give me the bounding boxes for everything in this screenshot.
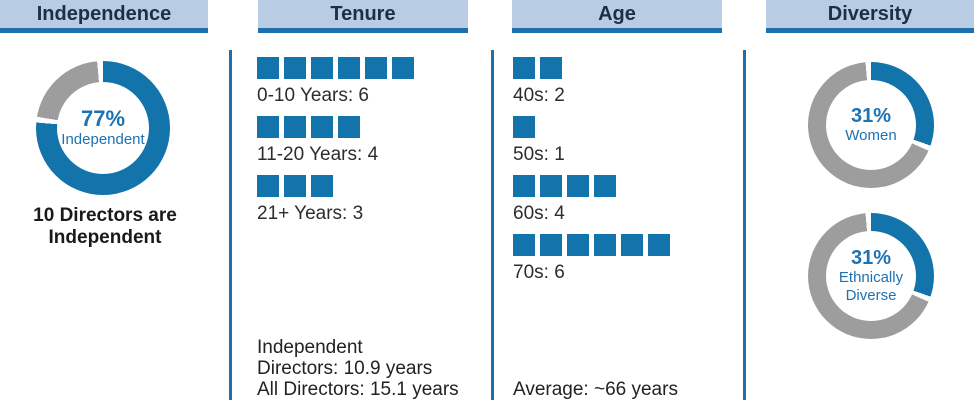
- pictograph-square: [648, 234, 670, 256]
- age-row-70s: 70s: 6: [513, 234, 670, 283]
- diversity-women-label: Women: [845, 127, 897, 144]
- tenure-row-0-10-squares: [257, 57, 414, 79]
- pictograph-square: [257, 175, 279, 197]
- tenure-row-0-10-label: 0-10 Years: 6: [257, 85, 369, 106]
- pictograph-square: [513, 175, 535, 197]
- tenure-summary-line1: Independent: [257, 337, 363, 358]
- age-row-40s: 40s: 2: [513, 57, 565, 106]
- tenure-row-21plus-squares: [257, 175, 363, 197]
- pictograph-square: [567, 175, 589, 197]
- pictograph-square: [257, 57, 279, 79]
- pictograph-square: [513, 116, 535, 138]
- pictograph-square: [311, 175, 333, 197]
- header-age: Age: [512, 0, 722, 33]
- pictograph-square: [284, 57, 306, 79]
- diversity-ethnic-label-line2: Diverse: [845, 287, 897, 304]
- tenure-row-21plus-years: 21+ Years: 3: [257, 175, 363, 224]
- diversity-ethnic-donut-chart: 31% Ethnically Diverse: [808, 213, 934, 339]
- tenure-row-0-10-years: 0-10 Years: 6: [257, 57, 414, 106]
- age-row-60s-squares: [513, 175, 616, 197]
- diversity-women-percent-value: 31%: [850, 105, 892, 127]
- pictograph-square: [392, 57, 414, 79]
- independence-percent-label: Independent: [61, 131, 145, 148]
- age-row-70s-squares: [513, 234, 670, 256]
- pictograph-square: [284, 116, 306, 138]
- column-divider-2: [491, 50, 494, 400]
- age-row-60s-label: 60s: 4: [513, 203, 565, 224]
- age-row-50s-label: 50s: 1: [513, 144, 565, 165]
- tenure-row-11-20-years: 11-20 Years: 4: [257, 116, 378, 165]
- header-independence-label: Independence: [36, 3, 172, 25]
- tenure-row-11-20-label: 11-20 Years: 4: [257, 144, 379, 165]
- pictograph-square: [365, 57, 387, 79]
- age-row-50s: 50s: 1: [513, 116, 565, 165]
- pictograph-square: [311, 116, 333, 138]
- header-independence: Independence: [0, 0, 208, 33]
- header-tenure-label: Tenure: [330, 3, 396, 25]
- age-row-70s-label: 70s: 6: [513, 262, 565, 283]
- tenure-summary-line3: All Directors: 15.1 years: [257, 379, 459, 400]
- diversity-ethnic-label-line1: Ethnically: [838, 269, 904, 286]
- header-diversity-label: Diversity: [827, 3, 913, 25]
- tenure-summary: Independent Directors: 10.9 years All Di…: [257, 337, 459, 400]
- pictograph-square: [338, 116, 360, 138]
- pictograph-square: [311, 57, 333, 79]
- diversity-ethnic-donut-center: 31% Ethnically Diverse: [825, 230, 917, 322]
- independence-caption-line1: 10 Directors are: [33, 205, 177, 226]
- pictograph-square: [594, 234, 616, 256]
- age-row-60s: 60s: 4: [513, 175, 616, 224]
- diversity-ethnic-percent-value: 31%: [850, 247, 892, 269]
- pictograph-square: [621, 234, 643, 256]
- column-divider-3: [743, 50, 746, 400]
- independence-caption: 10 Directors are Independent: [0, 205, 210, 249]
- independence-percent-value: 77%: [80, 106, 126, 131]
- age-row-50s-squares: [513, 116, 565, 138]
- pictograph-square: [540, 57, 562, 79]
- pictograph-square: [513, 57, 535, 79]
- tenure-row-11-20-squares: [257, 116, 378, 138]
- pictograph-square: [257, 116, 279, 138]
- independence-donut-chart: 77% Independent: [36, 61, 170, 195]
- pictograph-square: [338, 57, 360, 79]
- pictograph-square: [540, 175, 562, 197]
- tenure-summary-line2: Directors: 10.9 years: [257, 358, 433, 379]
- tenure-row-21plus-label: 21+ Years: 3: [257, 203, 364, 224]
- diversity-women-donut-chart: 31% Women: [808, 62, 934, 188]
- pictograph-square: [594, 175, 616, 197]
- column-divider-1: [229, 50, 232, 400]
- header-diversity: Diversity: [766, 0, 974, 33]
- independence-donut-center: 77% Independent: [56, 81, 150, 175]
- pictograph-square: [567, 234, 589, 256]
- pictograph-square: [284, 175, 306, 197]
- header-tenure: Tenure: [258, 0, 468, 33]
- age-row-40s-label: 40s: 2: [513, 85, 565, 106]
- age-summary: Average: ~66 years: [513, 379, 678, 400]
- pictograph-square: [513, 234, 535, 256]
- diversity-women-donut-center: 31% Women: [825, 79, 917, 171]
- pictograph-square: [540, 234, 562, 256]
- header-age-label: Age: [598, 3, 636, 25]
- independence-caption-line2: Independent: [48, 227, 162, 248]
- age-row-40s-squares: [513, 57, 565, 79]
